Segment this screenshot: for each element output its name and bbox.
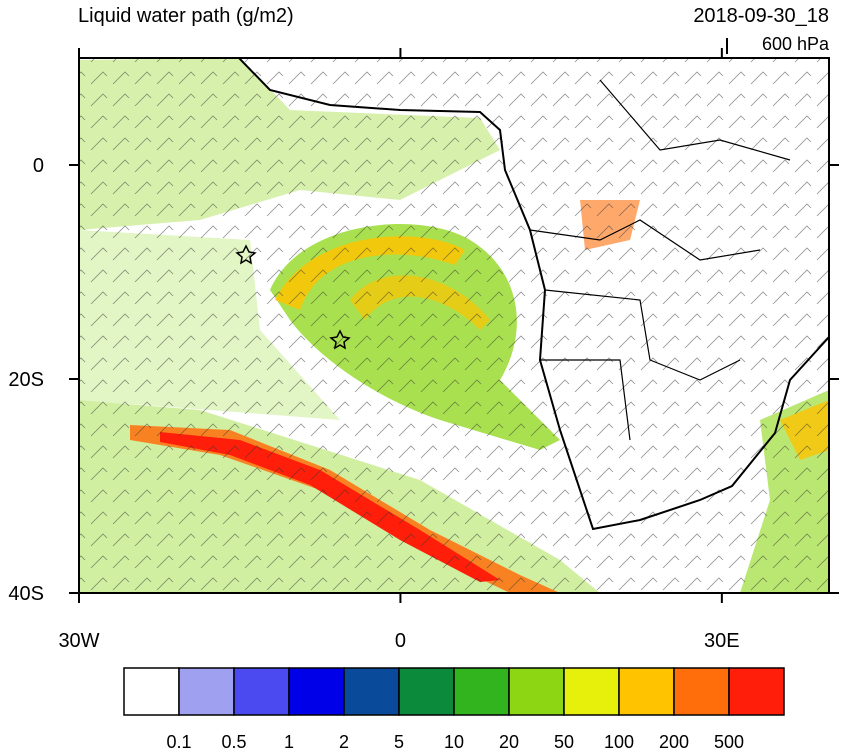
borders [529, 79, 791, 441]
title: Liquid water path (g/m2) [78, 5, 294, 27]
x-tick-label: 30E [704, 630, 740, 652]
coastline [238, 58, 829, 531]
y-tick-label: 20S [8, 369, 44, 391]
colorbar-box [178, 667, 235, 716]
colorbar-label: 100 [604, 732, 634, 750]
colorbar-box [673, 667, 730, 716]
axes: 30W 0 30E 0 20S 40S [8, 48, 839, 652]
colorbar-label: 2 [339, 732, 349, 750]
star-marker [235, 244, 257, 265]
colorbar-box [123, 667, 180, 716]
colorbar-label: 1 [284, 732, 294, 750]
wind-barbs [79, 58, 829, 593]
colorbar-label: 5 [394, 732, 404, 750]
colorbar-box [453, 667, 510, 716]
colorbar-box [233, 667, 290, 716]
colorbar-label: 10 [444, 732, 464, 750]
map-frame [78, 57, 830, 594]
y-tick-label: 40S [8, 583, 44, 605]
colorbar-label: 0.5 [221, 732, 246, 750]
colorbar-box [343, 667, 400, 716]
colorbar-box [398, 667, 455, 716]
colorbar-box [508, 667, 565, 716]
colorbar-box [563, 667, 620, 716]
map-field [79, 58, 829, 593]
x-tick-label: 0 [395, 630, 406, 652]
time: 2018-09-30_18 [693, 5, 829, 27]
colorbar-label: 50 [554, 732, 574, 750]
colorbar-box [288, 667, 345, 716]
x-tick-label: 30W [58, 630, 99, 652]
colorbar-label: 200 [659, 732, 689, 750]
colorbar-box [728, 667, 785, 716]
y-tick-label: 0 [33, 155, 44, 177]
star-marker [329, 329, 351, 350]
colorbar-label: 500 [714, 732, 744, 750]
colorbar-label: 20 [499, 732, 519, 750]
level: 600 hPa [762, 34, 830, 54]
colorbar-box [618, 667, 675, 716]
colorbar-label: 0.1 [166, 732, 191, 750]
colorbar: 0.1 0.5 1 2 5 10 20 50 100 200 500 [123, 667, 785, 752]
